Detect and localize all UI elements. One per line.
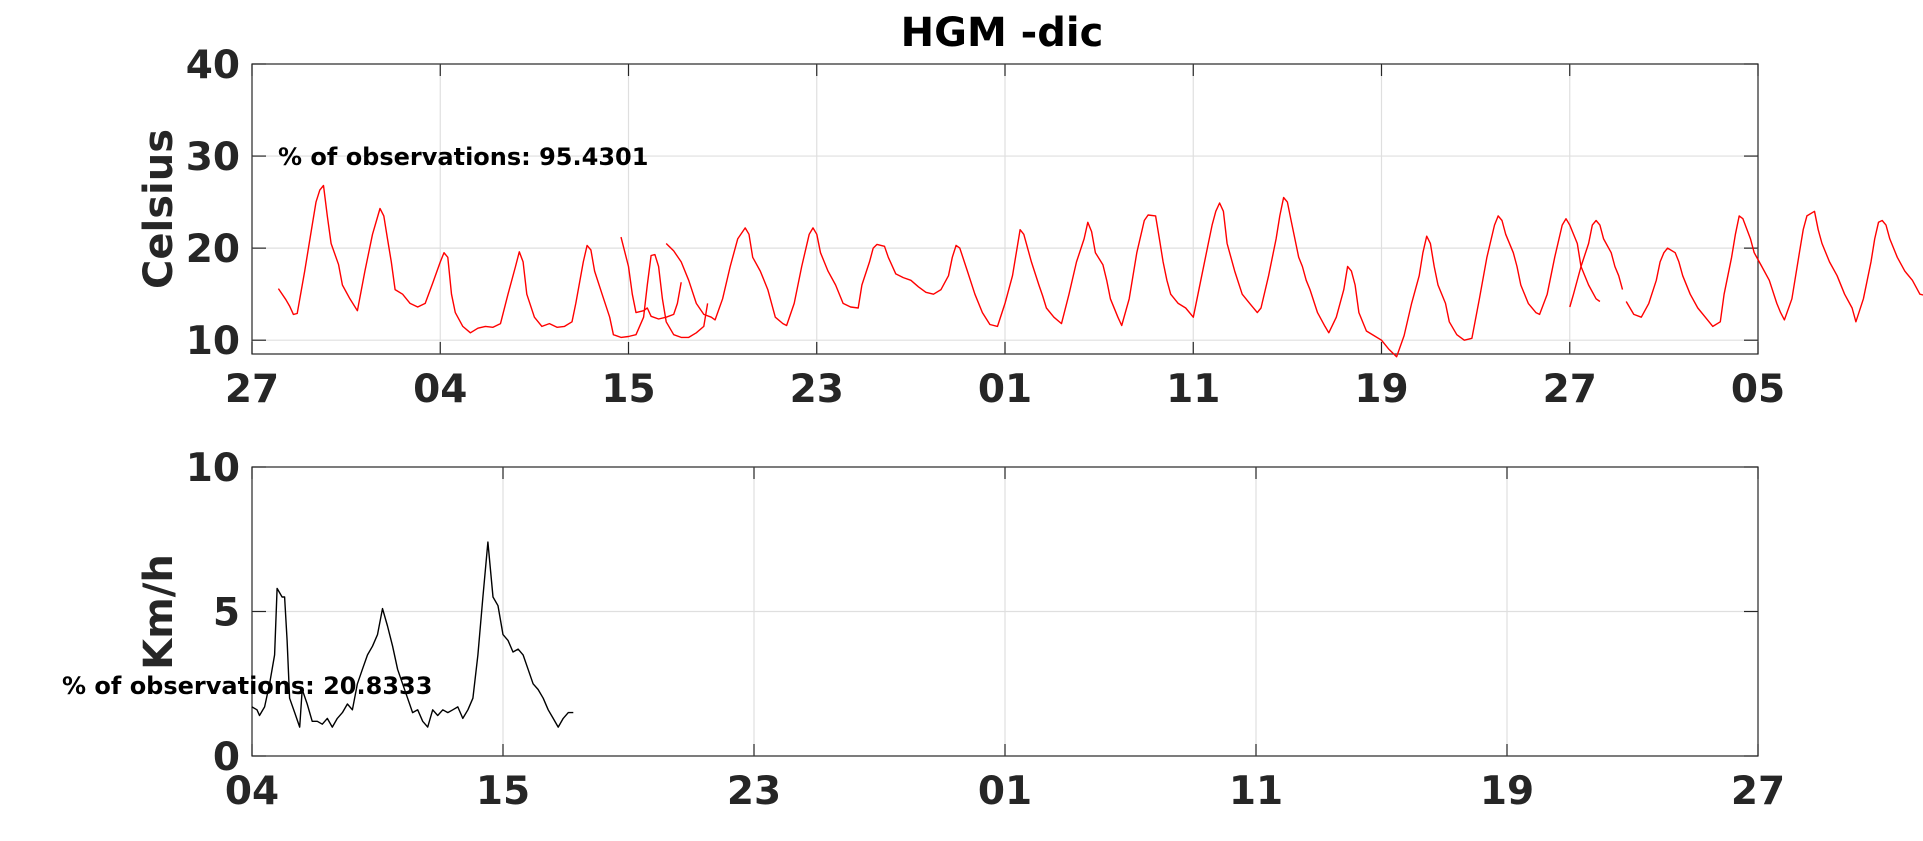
temperature-chart: HGM -dic 27 04 15 23 01 11 19 27 05 10 20 30 40 Cels… <box>136 10 1923 412</box>
x-tick-label: 15 <box>601 367 655 412</box>
series-line <box>1625 210 1923 328</box>
x-tick-label: 04 <box>413 367 467 412</box>
series-line <box>1569 219 1624 308</box>
series-line <box>277 184 709 339</box>
observations-annotation: % of observations: 95.4301 <box>278 143 648 171</box>
y-tick-label: 10 <box>186 319 240 364</box>
x-tick-label: 11 <box>1229 769 1283 814</box>
observations-annotation: % of observations: 20.8333 <box>62 672 432 700</box>
x-tick-label: 19 <box>1480 769 1534 814</box>
series-line <box>251 541 574 728</box>
series-line <box>620 236 682 320</box>
wind-speed-chart: 04 15 23 01 11 19 27 0 5 10 Km/h % of observation… <box>62 446 1785 814</box>
y-tick-label: 10 <box>186 446 240 491</box>
x-tick-label: 27 <box>225 367 279 412</box>
x-tick-label: 23 <box>727 769 781 814</box>
y-tick-label: 30 <box>186 135 240 180</box>
x-tick-label: 04 <box>225 769 279 814</box>
x-tick-label: 05 <box>1731 367 1785 412</box>
chart-title: HGM -dic <box>901 10 1104 56</box>
y-tick-label: 0 <box>213 735 240 780</box>
x-tick-label: 01 <box>978 769 1032 814</box>
x-tick-label: 15 <box>476 769 530 814</box>
x-tick-label: 11 <box>1166 367 1220 412</box>
y-tick-label: 5 <box>213 591 240 636</box>
series-line <box>665 196 1601 358</box>
x-tick-label: 27 <box>1543 367 1597 412</box>
y-tick-label: 40 <box>186 43 240 88</box>
x-tick-label: 23 <box>790 367 844 412</box>
y-tick-label: 20 <box>186 227 240 272</box>
y-axis-label: Km/h <box>136 554 182 670</box>
x-tick-label: 27 <box>1731 769 1785 814</box>
y-axis-label: Celsius <box>136 129 182 289</box>
x-tick-label: 01 <box>978 367 1032 412</box>
x-tick-label: 19 <box>1354 367 1408 412</box>
